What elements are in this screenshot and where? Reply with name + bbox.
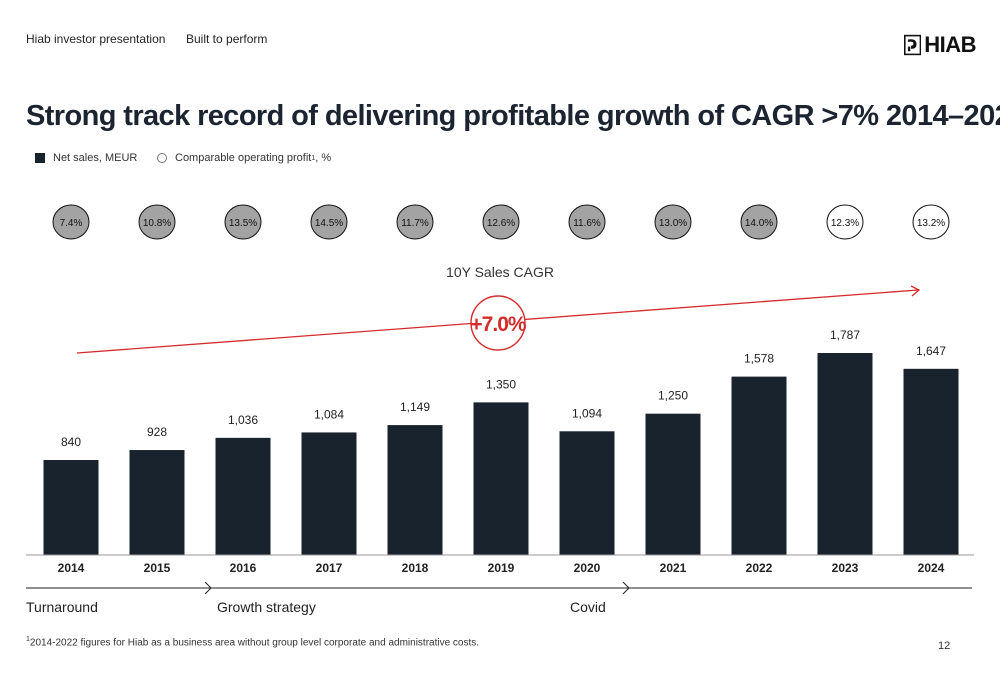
hiab-logo: HIAB	[904, 30, 976, 60]
bar-value-label: 1,094	[572, 406, 602, 420]
bar-2021	[645, 413, 701, 555]
legend-profit-label: Comparable operating profit	[175, 152, 312, 164]
x-tick-label: 2020	[574, 561, 601, 575]
margin-pill	[224, 204, 262, 240]
margin-pill	[912, 204, 950, 240]
margin-pill	[826, 204, 864, 240]
x-tick-label: 2018	[402, 561, 429, 575]
bar-value-label: 1,149	[400, 400, 430, 414]
cagr-value: +7.0%	[470, 313, 526, 336]
bar-2023	[817, 353, 873, 555]
margin-pill-label: 13.0%	[659, 218, 687, 229]
page-number: 12	[938, 640, 951, 652]
margin-pill-label: 14.0%	[745, 218, 773, 229]
logo-text: HIAB	[924, 32, 976, 57]
bar-2020	[559, 431, 615, 555]
bar-2019	[473, 402, 529, 555]
phase-covid: Covid	[570, 599, 606, 615]
margin-pill-label: 7.4%	[60, 218, 83, 229]
margin-pill	[138, 204, 176, 240]
bar-value-label: 1,578	[744, 352, 774, 366]
legend-net-sales-label: Net sales, MEUR	[53, 152, 138, 164]
margin-pill	[310, 204, 348, 240]
margin-pill	[52, 204, 90, 240]
legend-circle-marker	[157, 153, 167, 163]
hiab-logo-icon	[904, 34, 922, 56]
bar-value-label: 1,787	[830, 328, 860, 342]
bar-2024	[903, 368, 959, 555]
bar-2015	[129, 450, 185, 555]
cagr-badge	[470, 295, 526, 351]
bar-2022	[731, 376, 787, 555]
margin-pill-label: 10.8%	[143, 218, 171, 229]
legend-profit-suffix: , %	[315, 152, 332, 164]
header-presentation-name: Hiab investor presentation	[26, 32, 166, 46]
cagr-label: 10Y Sales CAGR	[446, 264, 554, 280]
footnote-text: 2014-2022 figures for Hiab as a business…	[29, 637, 480, 649]
bar-2017	[301, 432, 357, 555]
cagr-arrowhead-icon	[910, 285, 921, 297]
bar-value-label: 1,647	[916, 344, 946, 358]
x-tick-label: 2019	[488, 561, 515, 575]
x-tick-label: 2021	[660, 561, 687, 575]
x-tick-label: 2017	[316, 561, 343, 575]
bars: 840 928 1,036 1,084 1,149 1,350 1,094 1,250 1,57…	[43, 328, 959, 555]
margin-pill-label: 11.7%	[401, 218, 429, 229]
margin-pill-label: 13.2%	[917, 218, 945, 229]
legend-square-marker	[35, 153, 45, 163]
bar-value-label: 1,084	[314, 407, 344, 421]
margin-pill-label: 13.5%	[229, 218, 257, 229]
legend-operating-profit: Comparable operating profit 1, %	[157, 152, 331, 164]
bar-2014	[43, 460, 99, 555]
bar-value-label: 1,036	[228, 413, 258, 427]
legend-net-sales: Net sales, MEUR	[35, 152, 137, 164]
margin-pills: 7.4% 10.8% 13.5% 14.5% 11.7% 12.6% 11.6% 13.0% 1…	[52, 204, 950, 240]
page-title: Strong track record of delivering profit…	[26, 100, 1000, 132]
phase-growth-strategy: Growth strategy	[217, 599, 316, 615]
timeline-chevron-icon	[204, 581, 212, 595]
x-tick-label: 2024	[918, 561, 945, 575]
x-tick-label: 2015	[144, 561, 171, 575]
margin-pill	[396, 204, 434, 240]
margin-pill-label: 14.5%	[315, 218, 343, 229]
margin-pill-label: 11.6%	[573, 218, 601, 229]
margin-pill-label: 12.3%	[831, 218, 859, 229]
x-tick-label: 2014	[58, 561, 85, 575]
margin-pill-label: 12.6%	[487, 218, 515, 229]
footnote: 12014-2022 figures for Hiab as a busines…	[26, 636, 479, 648]
legend-profit-footnote-mark: 1	[311, 154, 316, 162]
margin-pill	[654, 204, 692, 240]
footnote-mark: 1	[26, 636, 30, 643]
x-tick-label: 2016	[230, 561, 257, 575]
bar-value-label: 1,250	[658, 389, 688, 403]
header-tagline: Built to perform	[186, 32, 268, 46]
margin-pill	[568, 204, 606, 240]
timeline-chevron-icon	[622, 581, 630, 595]
x-tick-label: 2022	[746, 561, 773, 575]
phase-turnaround: Turnaround	[26, 599, 98, 615]
bar-value-label: 840	[61, 435, 81, 449]
bar-value-label: 1,350	[486, 377, 516, 391]
bar-2018	[387, 425, 443, 555]
bar-2016	[215, 437, 271, 555]
x-tick-label: 2023	[832, 561, 859, 575]
margin-pill	[482, 204, 520, 240]
bar-value-label: 928	[147, 425, 167, 439]
x-tick-labels: 2014 2015 2016 2017 2018 2019 2020 2021 2022 2023…	[58, 561, 945, 575]
margin-pill	[740, 204, 778, 240]
